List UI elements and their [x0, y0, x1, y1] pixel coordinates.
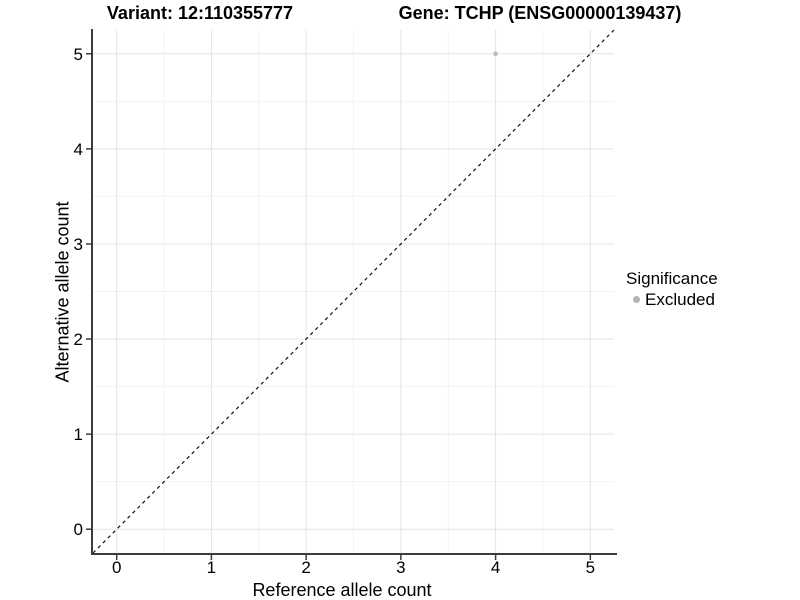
x-tick-label: 0: [112, 558, 121, 577]
y-tick-label: 2: [74, 330, 83, 349]
x-tick-label: 3: [396, 558, 405, 577]
x-tick-label: 4: [491, 558, 500, 577]
x-axis-label: Reference allele count: [252, 580, 432, 600]
data-point: [493, 51, 498, 57]
legend-title: Significance: [626, 269, 718, 288]
plot-title-gene: Gene: TCHP (ENSG00000139437): [398, 3, 682, 23]
legend-item-label: Excluded: [645, 290, 715, 309]
y-tick-label: 1: [74, 425, 83, 444]
x-tick-label: 1: [207, 558, 216, 577]
y-tick-label: 4: [74, 140, 83, 159]
legend: Significance Excluded: [626, 269, 718, 309]
y-axis-label: Alternative allele count: [52, 201, 73, 383]
excluded-marker-icon: [633, 296, 640, 303]
y-tick-label: 5: [74, 45, 83, 64]
legend-item-excluded: Excluded: [626, 290, 718, 309]
y-tick-label: 0: [74, 520, 83, 539]
x-tick-label: 2: [301, 558, 310, 577]
x-tick-label: 5: [586, 558, 595, 577]
plot-title-variant: Variant: 12:110355777: [106, 3, 294, 23]
y-tick-label: 3: [74, 235, 83, 254]
